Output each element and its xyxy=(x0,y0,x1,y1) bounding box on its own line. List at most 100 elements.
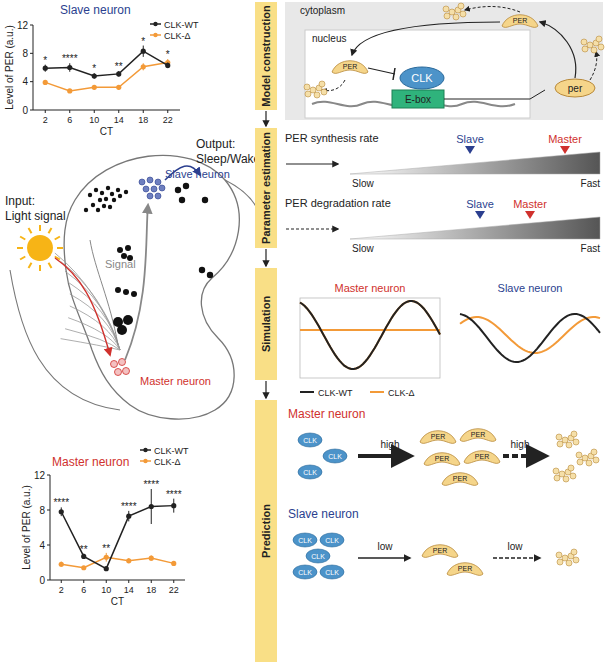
neuron xyxy=(124,190,128,194)
data-point xyxy=(149,504,154,509)
degraded-per xyxy=(576,452,582,458)
clk-label: CLK xyxy=(325,537,339,544)
legend-marker xyxy=(143,448,147,452)
neuron xyxy=(110,192,114,196)
simulation-panel: Master neuronSlave neuronCLK-WTCLK-Δ xyxy=(300,282,600,398)
degraded-per xyxy=(573,439,579,445)
y-tick xyxy=(30,81,33,82)
clk-protein xyxy=(320,533,344,547)
sim-legend-swatch xyxy=(370,391,384,393)
neuron xyxy=(117,247,123,253)
degraded-per xyxy=(554,475,560,481)
model-panel: cytoplasmnucleusE-boxCLKPERperPER xyxy=(285,2,604,120)
pred-master-label: Master neuron xyxy=(288,407,365,421)
sun-ray xyxy=(20,257,25,260)
significance: **** xyxy=(121,501,137,512)
x-axis-label: CT xyxy=(111,596,124,607)
inhibition xyxy=(368,68,395,74)
slave-neuron xyxy=(151,186,157,192)
y-tick xyxy=(30,110,33,111)
clk-protein xyxy=(306,549,330,563)
degradation-arrow xyxy=(590,52,597,80)
x-axis-label: CT xyxy=(100,126,113,137)
sim-box xyxy=(460,298,600,378)
per-label: PER xyxy=(453,475,467,482)
sim-curve-wt xyxy=(300,301,440,369)
slave-marker xyxy=(465,146,475,154)
slave-neuron xyxy=(155,179,161,185)
neuron xyxy=(175,187,181,193)
degraded-per xyxy=(570,473,576,479)
neuron xyxy=(118,194,122,198)
import-arrow xyxy=(352,22,500,55)
clk-protein xyxy=(293,565,317,579)
x-tick-label: 18 xyxy=(138,115,148,125)
neuron xyxy=(91,203,95,207)
per-label: PER xyxy=(433,547,447,554)
series-line xyxy=(45,51,168,76)
chart-title: Slave neuron xyxy=(60,3,131,17)
input-label: Input: xyxy=(5,194,35,208)
significance: **** xyxy=(53,497,69,508)
x-tick-label: 2 xyxy=(59,585,64,595)
degraded-per xyxy=(571,549,577,555)
output-label: Output: xyxy=(196,137,235,151)
slave-rate-label: Slave xyxy=(456,133,484,145)
sim-curve-delta xyxy=(300,301,440,369)
sun-ray xyxy=(57,247,63,249)
legend-marker xyxy=(153,33,157,37)
sun-ray xyxy=(49,228,52,233)
optic-lobe xyxy=(10,270,120,410)
gene-label: per xyxy=(568,83,583,94)
clk-label: CLK xyxy=(303,469,317,476)
sim-legend-swatch xyxy=(300,391,314,393)
degraded-per xyxy=(573,557,579,563)
data-point xyxy=(116,85,121,90)
slave-neuron xyxy=(155,193,161,199)
per-shape xyxy=(447,563,483,576)
cytoplasm-box xyxy=(285,2,603,120)
x-tick-label: 10 xyxy=(89,115,99,125)
legend-label: CLK-WT xyxy=(154,446,189,456)
data-point xyxy=(171,561,176,566)
clk-protein xyxy=(293,533,317,547)
degraded-per xyxy=(581,39,587,45)
neuron xyxy=(112,198,116,202)
degraded-per xyxy=(596,36,602,42)
per-label: PER xyxy=(458,565,472,572)
x-tick-label: 10 xyxy=(101,585,111,595)
degraded-per xyxy=(453,14,459,20)
optic-fibre xyxy=(61,339,120,350)
neuron xyxy=(108,205,112,209)
neuron xyxy=(102,204,106,208)
pred-slave-label: Slave neuron xyxy=(288,507,359,521)
clk-protein xyxy=(320,565,344,579)
significance: * xyxy=(92,63,96,74)
degraded-per xyxy=(577,459,583,465)
degraded-per xyxy=(591,449,597,455)
x-tick xyxy=(151,580,152,583)
per-protein: PER xyxy=(422,545,458,558)
per-shape xyxy=(422,545,458,558)
y-tick-label: 4 xyxy=(39,540,45,551)
degraded-per xyxy=(553,468,559,474)
degraded-per xyxy=(593,457,599,463)
y-tick-label: 4 xyxy=(22,76,28,87)
projection xyxy=(90,240,118,345)
sun xyxy=(27,235,53,261)
neuron xyxy=(207,272,213,278)
x-axis xyxy=(33,110,180,111)
data-point xyxy=(126,514,131,519)
x-tick xyxy=(167,110,168,113)
signal-arrow xyxy=(125,205,148,360)
nucleus-label: nucleus xyxy=(312,33,346,44)
data-point xyxy=(149,556,154,561)
degraded-per xyxy=(571,431,577,437)
data-point xyxy=(141,64,146,69)
x-tick xyxy=(94,110,95,113)
rate-arrow xyxy=(286,163,338,164)
neuron xyxy=(179,197,185,203)
clk-protein xyxy=(400,67,444,89)
sun-ray xyxy=(55,237,60,240)
sun-ray xyxy=(49,263,52,268)
